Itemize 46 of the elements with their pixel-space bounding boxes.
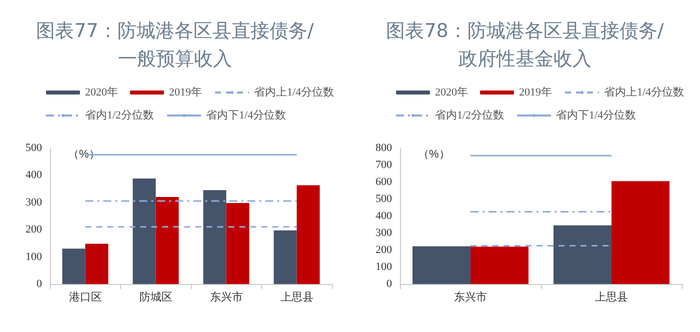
legend-label: 省内下1/4分位数: [556, 108, 636, 122]
bar: [554, 225, 612, 284]
y-tick-label: 400: [376, 210, 392, 222]
y-tick-label: 300: [26, 196, 42, 208]
bar: [132, 178, 156, 284]
y-tick-label: 200: [376, 244, 392, 256]
legend-label: 2020年: [85, 86, 118, 98]
legend-label: 省内上1/4分位数: [604, 86, 684, 98]
x-tick-label: 东兴市: [454, 290, 487, 304]
y-tick-label: 600: [376, 176, 392, 188]
x-tick-label: 上思县: [595, 290, 628, 304]
legend-label: 省内上1/4分位数: [254, 86, 334, 98]
bar: [156, 196, 179, 284]
y-tick-label: 300: [376, 227, 392, 239]
chart-title: 图表78：防城港各区县直接债务/政府性基金收入: [386, 20, 664, 70]
y-tick-label: 700: [376, 159, 392, 171]
legend-label: 省内1/2分位数: [435, 108, 504, 122]
y-axis-title: （%）: [418, 148, 450, 160]
x-tick-label: 东兴市: [210, 290, 243, 304]
bar: [612, 181, 670, 284]
y-tick-label: 0: [386, 278, 392, 290]
bar: [62, 248, 86, 284]
bar: [412, 246, 470, 284]
y-tick-label: 0: [36, 278, 42, 290]
x-tick-label: 上思县: [280, 290, 314, 304]
bar: [226, 202, 250, 284]
bar: [470, 246, 528, 284]
legend-label: 2019年: [169, 86, 202, 98]
y-tick-label: 100: [26, 250, 42, 263]
legend-label: 2020年: [435, 86, 468, 98]
y-tick-label: 500: [376, 193, 392, 205]
x-tick-label: 港口区: [68, 290, 102, 304]
bar: [274, 230, 297, 284]
y-tick-label: 200: [26, 224, 42, 236]
x-tick-label: 防城区: [139, 290, 172, 304]
legend-label: 省内1/2分位数: [85, 108, 154, 122]
legend-label: 2019年: [519, 86, 552, 98]
bar: [85, 244, 108, 284]
bar: [203, 190, 226, 284]
y-tick-label: 500: [26, 142, 42, 154]
chart-title: 图表77：防城港各区县直接债务/一般预算收入: [36, 20, 314, 70]
legend-label: 省内下1/4分位数: [206, 108, 286, 122]
y-tick-label: 800: [376, 142, 392, 154]
y-tick-label: 100: [376, 261, 392, 273]
y-tick-label: 400: [26, 169, 42, 182]
bar: [296, 185, 320, 284]
